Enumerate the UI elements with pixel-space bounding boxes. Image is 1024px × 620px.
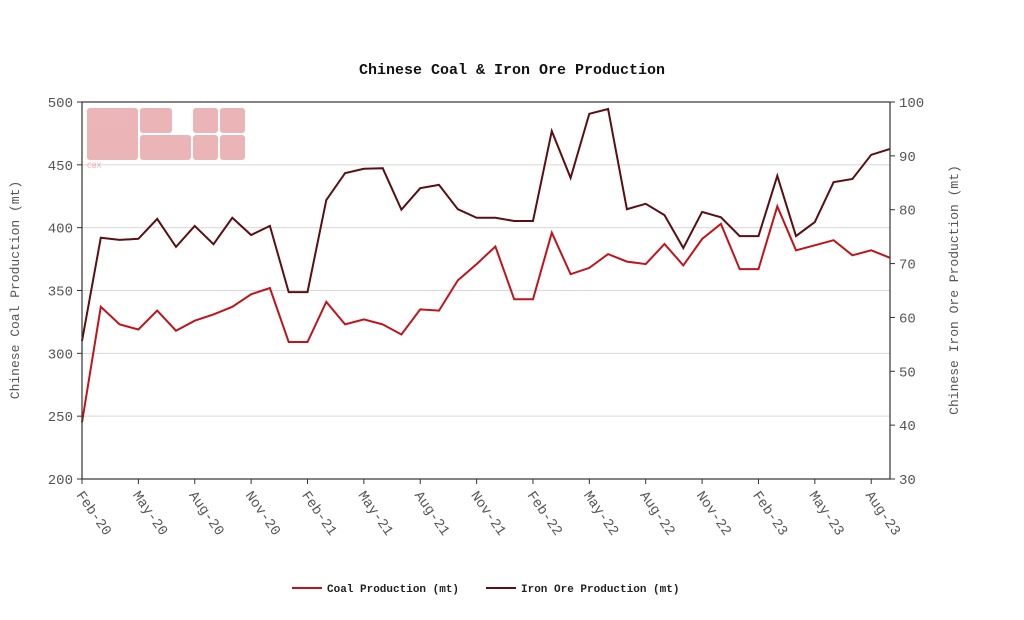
- y-tick-label: 400: [48, 222, 73, 238]
- coal-production-line: [81, 203, 891, 423]
- axes: 200 250 300 350 400 450 500 30 40 50 60 70 80 90 100 Fe…: [48, 96, 924, 539]
- legend-label-coal: Coal Production (mt): [327, 584, 459, 596]
- y-tick-label: 250: [48, 410, 73, 426]
- y-tick-label: 200: [48, 473, 73, 489]
- y2-tick-label: 80: [899, 204, 916, 220]
- y-tick-label: 450: [48, 159, 73, 175]
- x-tick-label: Feb-23: [748, 489, 790, 539]
- y-tick-label: 500: [48, 96, 73, 112]
- x-tick-label: Nov-20: [241, 489, 283, 539]
- x-tick-label: Aug-20: [185, 489, 227, 539]
- x-tick-label: May-20: [128, 489, 170, 539]
- y2-tick-label: 100: [899, 96, 924, 112]
- x-tick-label: May-23: [805, 489, 847, 539]
- y2-tick-label: 50: [899, 365, 916, 381]
- legend: Coal Production (mt) Iron Ore Production…: [292, 584, 679, 596]
- y2-tick-label: 30: [899, 473, 916, 489]
- series-lines: [81, 107, 891, 423]
- chart-title: Chinese Coal & Iron Ore Production: [359, 62, 665, 79]
- x-tick-label: May-21: [354, 489, 396, 539]
- x-tick-label: Aug-21: [410, 489, 452, 539]
- y2-tick-label: 60: [899, 311, 916, 327]
- y-tick-label: 300: [48, 347, 73, 363]
- x-tick-label: Feb-20: [72, 489, 114, 539]
- x-tick-label: Nov-22: [692, 489, 734, 539]
- x-tick-label: Aug-22: [636, 489, 678, 539]
- svg-text:CBX: CBX: [87, 162, 102, 171]
- iron-ore-production-line: [81, 107, 891, 342]
- y2-tick-label: 90: [899, 150, 916, 166]
- legend-label-iron-ore: Iron Ore Production (mt): [521, 584, 679, 596]
- watermark-logo: CBX: [87, 108, 245, 171]
- x-tick-label: Feb-22: [523, 489, 565, 539]
- y2-tick-label: 70: [899, 258, 916, 274]
- y2-tick-label: 40: [899, 419, 916, 435]
- y2-axis-label: Chinese Iron Ore Production (mt): [947, 165, 962, 415]
- x-tick-label: Aug-23: [861, 489, 903, 539]
- x-tick-label: Nov-21: [467, 489, 509, 539]
- x-tick-label: Feb-21: [297, 489, 339, 539]
- x-tick-label: May-22: [579, 489, 621, 539]
- y-tick-label: 350: [48, 285, 73, 301]
- y-axis-label: Chinese Coal Production (mt): [8, 181, 23, 399]
